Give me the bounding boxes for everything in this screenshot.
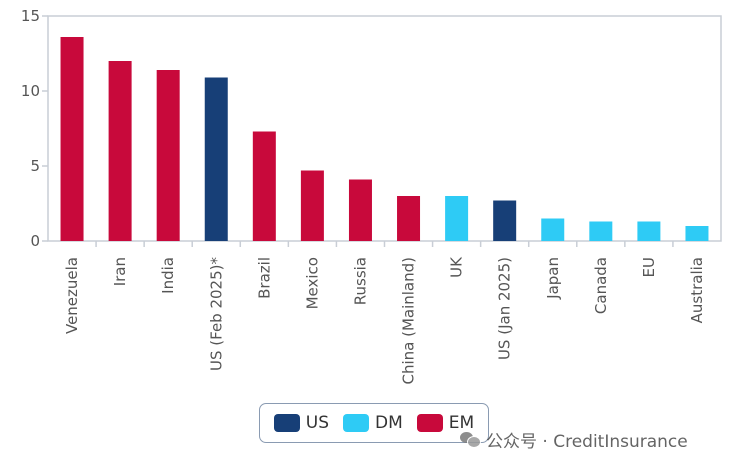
y-tick-label: 15 [21, 7, 40, 25]
y-tick-label: 10 [21, 82, 40, 100]
legend-label-us: US [305, 413, 330, 433]
bar-mexico [300, 170, 324, 241]
legend-swatch-em [416, 414, 443, 432]
bar-russia [348, 179, 372, 241]
x-tick-label: Brazil [255, 257, 273, 299]
bar-brazil [252, 131, 276, 241]
bar-us-feb-2025 [204, 77, 228, 241]
bar-japan [541, 218, 565, 241]
bar-uk [445, 196, 469, 241]
legend-item-dm[interactable]: DM [343, 413, 403, 433]
x-tick-label: Australia [688, 257, 706, 323]
x-tick-label: Venezuela [63, 257, 81, 334]
bar-chart: 0 5 10 15 Venezuela Iran India US (Feb 2025)* B… [21, 7, 722, 385]
bar-canada [589, 221, 613, 241]
bar-eu [637, 221, 661, 241]
x-tick-label: Iran [111, 257, 129, 286]
x-tick-label: Japan [544, 257, 562, 300]
legend-label-em: EM [448, 413, 475, 433]
bar-venezuela [60, 37, 84, 241]
watermark: 公众号 · CreditInsurance [460, 424, 688, 454]
plot-frame [47, 15, 722, 242]
y-tick-label: 0 [30, 232, 40, 250]
watermark-text: 公众号 · CreditInsurance [486, 431, 688, 452]
x-tick-label: UK [448, 256, 466, 278]
legend-item-em[interactable]: EM [416, 413, 475, 433]
y-tick-label: 5 [30, 157, 40, 175]
wechat-icon [460, 430, 481, 448]
x-tick-label: China (Mainland) [400, 257, 418, 385]
x-tick-label: India [159, 257, 177, 294]
bar-india [156, 70, 180, 241]
legend-label-dm: DM [375, 413, 403, 433]
chart-legend: US DM EM [259, 403, 489, 443]
bar-us-jan-2025 [493, 200, 517, 241]
x-tick-label: Canada [592, 257, 610, 314]
legend-swatch-dm [343, 414, 370, 432]
bar-australia [685, 226, 709, 241]
x-tick-label: US (Jan 2025) [496, 257, 514, 360]
x-tick-label: US (Feb 2025)* [207, 257, 225, 371]
x-tick-label: Russia [351, 257, 369, 305]
x-tick-label: EU [640, 257, 658, 277]
legend-item-us[interactable]: US [273, 413, 330, 433]
x-tick-label: Mexico [303, 257, 321, 309]
bar-iran [108, 61, 132, 241]
bar-china-mainland [397, 196, 421, 241]
legend-swatch-us [273, 414, 300, 432]
